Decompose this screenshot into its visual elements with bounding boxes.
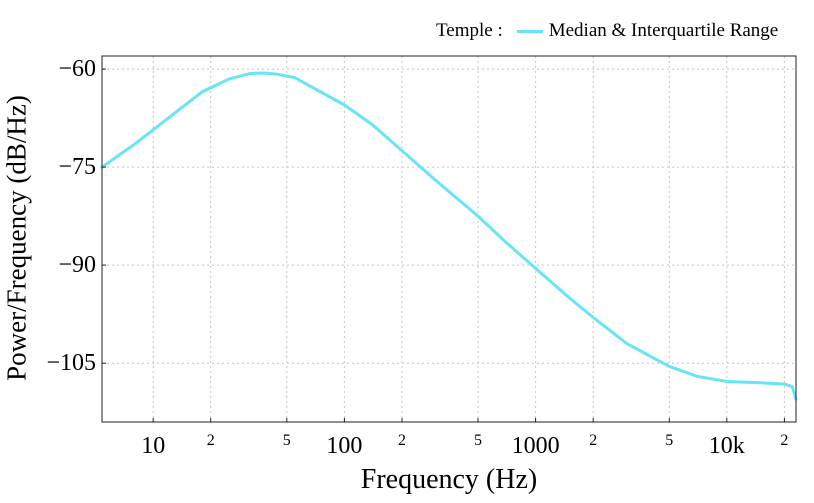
- y-tick-label: −75: [58, 154, 96, 180]
- x-axis-label: Frequency (Hz): [360, 464, 538, 495]
- x-tick-label: 10: [141, 433, 165, 459]
- x-tick-label: 5: [474, 432, 482, 449]
- legend-label: Median & Interquartile Range: [548, 20, 779, 41]
- x-tick-label: 5: [283, 432, 291, 449]
- x-tick-label: 2: [207, 432, 215, 449]
- legend-swatch: [516, 29, 543, 33]
- x-tick-label: 100: [326, 433, 362, 459]
- x-tick-label: 5: [665, 432, 673, 449]
- x-tick-label: 2: [398, 432, 406, 449]
- y-tick-label: −105: [46, 350, 96, 376]
- plot-frame: [101, 55, 797, 423]
- y-tick-label: −60: [58, 56, 96, 82]
- x-tick-label: 10k: [709, 433, 745, 459]
- x-tick-label: 2: [589, 432, 597, 449]
- grid-lines: [102, 56, 796, 422]
- x-tick-label: 1000: [512, 433, 560, 459]
- legend-title: Temple :: [436, 20, 503, 41]
- y-tick-label: −90: [58, 252, 96, 278]
- x-tick-label: 2: [780, 432, 788, 449]
- y-axis-ticks: −60 −75 −90 −105: [46, 56, 106, 376]
- y-axis-label: Power/Frequency (dB/Hz): [1, 95, 32, 381]
- legend: Temple : Median & Interquartile Range: [436, 20, 778, 42]
- series-layer: [100, 71, 798, 401]
- x-axis-ticks: 10 2 5 100 2 5 1000 2 5 10k 2: [141, 418, 788, 459]
- series-line-median: [100, 71, 798, 401]
